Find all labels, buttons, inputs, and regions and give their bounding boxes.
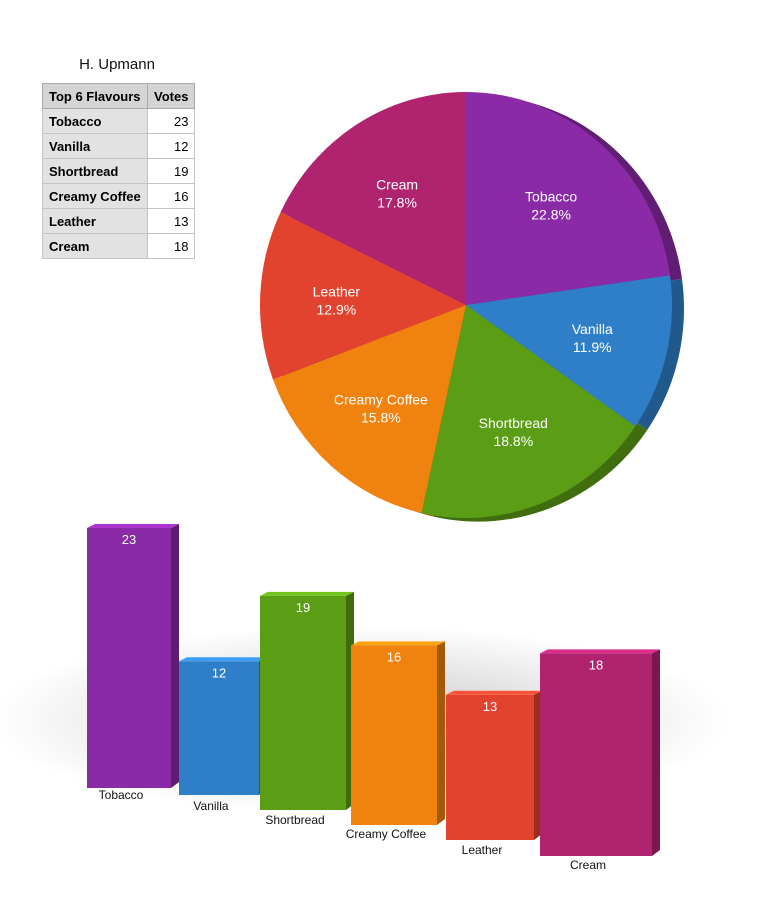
pie-label-name: Leather [313, 284, 361, 300]
bar-category-label: Shortbread [265, 813, 324, 827]
table-title: H. Upmann [79, 56, 155, 73]
bar-value-label: 13 [483, 699, 497, 714]
bar-category-label: Cream [570, 858, 606, 872]
pie-label-name: Cream [376, 176, 418, 192]
bar-category-label: Leather [462, 843, 503, 857]
bar-side-cream [652, 649, 660, 856]
votes-cell: 19 [146, 158, 196, 184]
bar-value-label: 18 [589, 657, 603, 672]
pie-slice-tobacco [466, 92, 670, 305]
bar-top-shortbread [260, 591, 354, 596]
bar-side-tobacco [171, 524, 179, 788]
pie-label-name: Shortbread [479, 415, 548, 431]
table-row: Shortbread 19 [42, 158, 196, 184]
bar-chart: 23 Tobacco 12 Vanilla 19 Shortbread 16 Creamy C… [0, 524, 730, 872]
bar-value-label: 16 [387, 649, 401, 664]
votes-cell: 16 [146, 183, 196, 209]
bar-creamy-coffee [351, 645, 437, 825]
table-row: Leather 13 [42, 208, 196, 234]
bar-value-label: 19 [296, 600, 310, 615]
pie-label-percent: 15.8% [361, 409, 401, 425]
pie-label-percent: 11.9% [573, 339, 612, 355]
bar-top-vanilla [179, 657, 267, 662]
bar-shortbread [260, 595, 346, 810]
flavour-cell: Shortbread [42, 158, 148, 184]
bar-top-creamy-coffee [351, 641, 445, 646]
pie-slice-creamy-coffee [273, 305, 466, 513]
pie-label-percent: 17.8% [377, 194, 417, 210]
bar-top-cream [540, 649, 660, 654]
flavour-cell: Cream [42, 233, 148, 259]
bar-cream [540, 653, 652, 856]
flavour-cell: Leather [42, 208, 148, 234]
bar-top-tobacco [87, 524, 179, 528]
flavour-cell: Tobacco [42, 108, 148, 134]
bar-category-label: Vanilla [193, 799, 228, 813]
bar-category-label: Creamy Coffee [346, 827, 427, 841]
votes-cell: 18 [146, 233, 196, 259]
pie-label-name: Creamy Coffee [334, 391, 428, 407]
bar-value-label: 23 [122, 532, 136, 547]
pie-slice-leather [260, 212, 466, 380]
table-row: Cream 18 [42, 233, 196, 259]
bar-top-leather [446, 690, 542, 695]
pie-slice-cream [280, 91, 466, 305]
pie-label-percent: 18.8% [493, 433, 533, 449]
table-row: Creamy Coffee 16 [42, 183, 196, 209]
bar-vanilla [179, 661, 259, 795]
pie-label-percent: 12.9% [317, 302, 357, 318]
bar-side-creamy-coffee [437, 641, 445, 825]
pie-label-percent: 22.8% [531, 207, 571, 223]
flavour-cell: Creamy Coffee [42, 183, 148, 209]
pie-slice-shortbread [421, 305, 636, 518]
bar-category-label: Tobacco [99, 788, 144, 802]
flavour-votes-table: Top 6 Flavours Votes Tobacco 23 Vanilla … [42, 83, 196, 259]
pie-slice-vanilla [466, 275, 672, 427]
pie-chart: Tobacco 22.8% Vanilla 11.9% Shortbread 18.8% C… [260, 91, 684, 522]
table-row: Tobacco 23 [42, 108, 196, 134]
bar-value-label: 12 [212, 665, 226, 680]
flavour-cell: Vanilla [42, 133, 148, 159]
bar-leather [446, 694, 534, 840]
bar-tobacco [87, 528, 171, 788]
pie-label-name: Tobacco [525, 189, 577, 205]
header-votes: Votes [146, 83, 196, 109]
table-header-row: Top 6 Flavours Votes [42, 83, 196, 109]
pie-label-name: Vanilla [572, 321, 613, 337]
